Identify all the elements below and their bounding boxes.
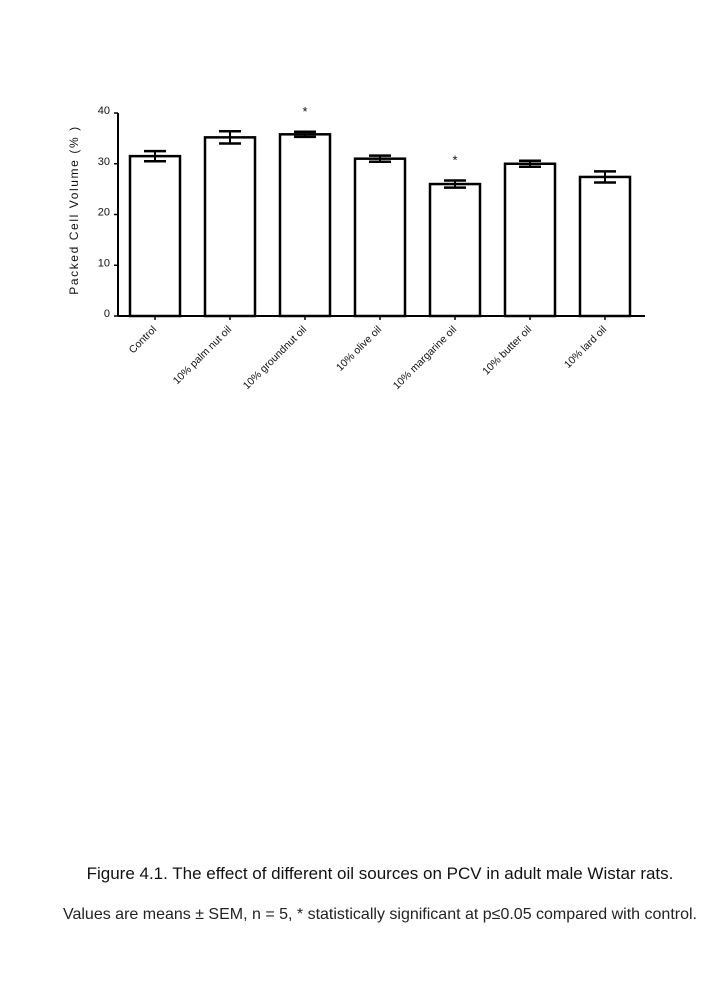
bar	[128, 154, 182, 318]
x-tick-label: 10% groundnut oil	[241, 324, 309, 392]
bar	[278, 133, 332, 318]
y-tick-label: 20	[98, 207, 110, 219]
x-tick-label: Control	[127, 324, 159, 356]
bar	[203, 136, 257, 318]
significance-marker: *	[302, 104, 307, 119]
pcv-bar-chart: Packed Cell Volume (% ) 0 10 20 30 40 Control…	[0, 0, 720, 460]
chart-svg: Packed Cell Volume (% ) 0 10 20 30 40 Control…	[67, 104, 645, 392]
y-axis-label: Packed Cell Volume (% )	[67, 125, 81, 295]
y-tick-label: 0	[104, 308, 110, 320]
bar	[428, 182, 482, 318]
bar	[353, 157, 407, 318]
figure-caption: Figure 4.1. The effect of different oil …	[86, 864, 674, 883]
x-tick-label: 10% lard oil	[562, 324, 609, 371]
y-tick-label: 10	[98, 257, 110, 269]
x-tick-label: 10% margarine oil	[391, 324, 459, 392]
x-tick-label: 10% butter oil	[480, 324, 534, 378]
x-tick-label: 10% palm nut oil	[171, 324, 234, 387]
bar	[578, 175, 632, 318]
bar	[503, 162, 557, 318]
y-tick-label: 30	[98, 156, 110, 168]
figure-note: Values are means ± SEM, n = 5, * statist…	[62, 906, 697, 923]
x-tick-label: 10% olive oil	[334, 324, 384, 374]
y-tick-label: 40	[98, 105, 110, 117]
significance-marker: *	[452, 152, 457, 167]
